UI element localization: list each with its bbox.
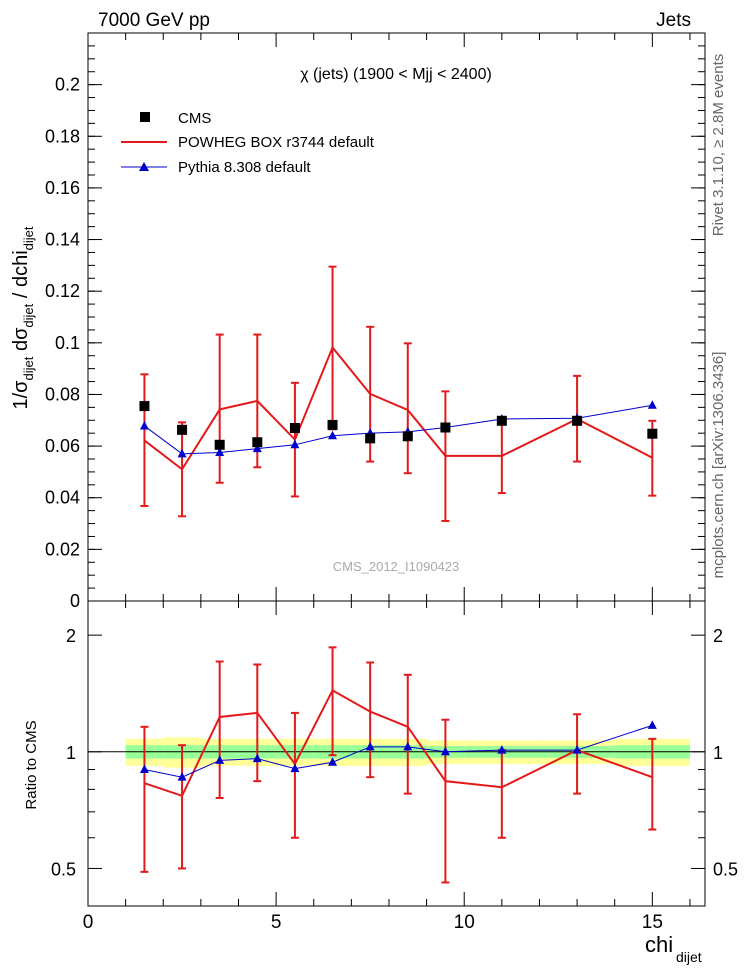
cms-point (440, 422, 451, 433)
x-tick-label: 0 (83, 912, 94, 933)
pythia-point (647, 400, 657, 409)
x-axis-label-sub: dijet (676, 949, 702, 965)
ratio-y-tick-label-right: 1 (713, 743, 723, 763)
ratio-pythia-point (215, 755, 225, 764)
ratio-y-tick-label-right: 0.5 (713, 859, 738, 879)
legend-cms-marker (140, 112, 150, 122)
ratio-y-tick-label: 2 (66, 626, 76, 646)
main-axis-ticks: 0 0.02 0.04 0.06 0.08 0.1 0.12 0.14 0.16 0.18 0.2 (45, 32, 705, 611)
ratio-y-tick-label-right: 2 (713, 626, 723, 646)
header-right: Jets (656, 10, 691, 31)
ratio-powheg-line (144, 689, 653, 798)
y-tick-label: 0.2 (55, 75, 80, 95)
ratio-y-tick-label: 0.5 (51, 859, 76, 879)
powheg-line (143, 345, 653, 471)
chart-title: χ (jets) (1900 < Mjj < 2400) (300, 66, 492, 83)
legend: CMS POWHEG BOX r3744 default Pythia 8.30… (121, 110, 375, 176)
x-axis-label: chi dijet (645, 932, 702, 965)
y-tick-label: 0.1 (55, 333, 80, 353)
ratio-pythia-point (497, 745, 507, 754)
y-axis-label: 1/σdijet dσdijet / dchidijet (10, 226, 36, 409)
pythia-point (177, 448, 187, 458)
cms-point (402, 431, 413, 442)
x-tick-label: 5 (271, 912, 282, 933)
x-tick-label: 10 (454, 912, 475, 933)
ratio-pythia-point (177, 772, 187, 781)
ratio-pythia-point (403, 741, 413, 751)
y-tick-label: 0.18 (45, 126, 80, 146)
legend-cms-label: CMS (178, 110, 211, 127)
y-tick-label: 0.14 (45, 230, 80, 250)
cms-point (365, 433, 376, 444)
main-series-layer (139, 265, 658, 522)
y-tick-label: 0.08 (45, 384, 80, 404)
cms-point (572, 415, 583, 426)
x-axis-label-main: chi (645, 932, 673, 957)
ratio-pythia-line (144, 724, 653, 778)
ratio-pythia-point (252, 753, 262, 763)
x-tick-label: 15 (642, 912, 663, 933)
cms-point (177, 424, 188, 435)
y-tick-label: 0.16 (45, 178, 80, 198)
cms-point (289, 423, 300, 434)
rivet-label: Rivet 3.1.10, ≥ 2.8M events (710, 54, 727, 237)
cms-point (496, 415, 507, 426)
ratio-y-tick-label: 1 (66, 743, 76, 763)
pythia-point (290, 439, 300, 449)
svg-text:1/σdijet dσdijet / dchidijet: 1/σdijet dσdijet / dchidijet (10, 226, 36, 409)
ratio-pythia-point (365, 741, 375, 751)
pythia-point (215, 447, 225, 457)
ratio-pythia-point (290, 763, 300, 773)
y-tick-label: 0 (70, 591, 80, 611)
mcplots-label: mcplots.cern.ch [arXiv:1306.3436] (710, 352, 727, 579)
pythia-line (144, 404, 653, 455)
y-tick-label: 0.06 (45, 436, 80, 456)
ratio-pythia-point (572, 745, 582, 754)
cms-point (647, 428, 658, 439)
ratio-y-label: Ratio to CMS (23, 720, 40, 809)
ratio-pythia-point (328, 757, 338, 766)
ratio-pythia-point (440, 746, 450, 756)
ratio-series-layer (139, 646, 657, 884)
cms-point (327, 419, 338, 430)
cms-point (139, 401, 150, 412)
pythia-point (139, 420, 149, 430)
legend-pythia-marker (139, 162, 149, 171)
y-tick-label: 0.02 (45, 539, 80, 559)
ratio-panel-frame (87, 600, 706, 907)
cms-point (252, 437, 263, 448)
y-tick-label: 0.12 (45, 281, 80, 301)
legend-powheg-label: POWHEG BOX r3744 default (178, 134, 375, 151)
cms-point (214, 439, 225, 450)
watermark: CMS_2012_I1090423 (333, 559, 460, 574)
legend-pythia-label: Pythia 8.308 default (178, 159, 311, 176)
ratio-axis-ticks: 0.5 0.5 1 1 2 2 0 5 10 15 (51, 601, 738, 933)
ratio-pythia-point (647, 720, 657, 729)
header-left: 7000 GeV pp (98, 10, 210, 31)
y-tick-label: 0.04 (45, 488, 80, 508)
pythia-point (328, 430, 338, 440)
ratio-pythia-point (139, 764, 149, 774)
pythia-point (252, 443, 262, 453)
